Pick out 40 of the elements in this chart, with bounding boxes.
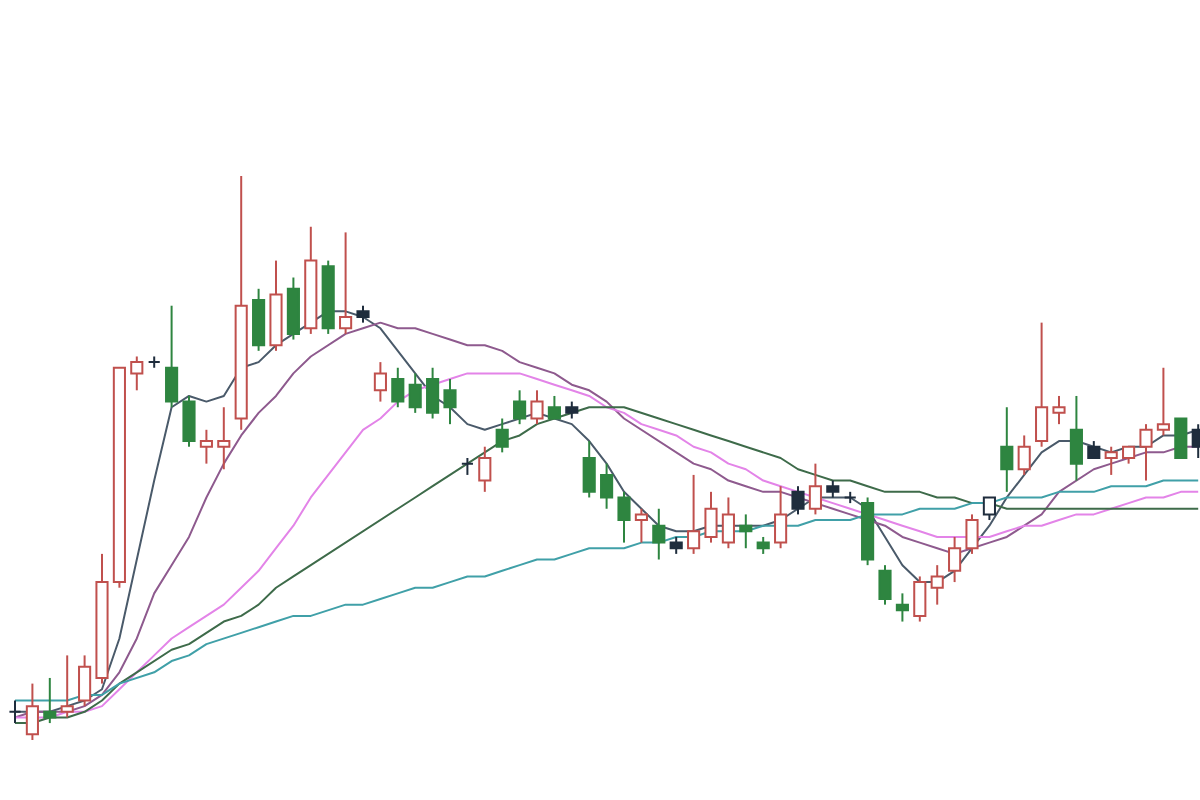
- candlestick: [269, 259, 283, 352]
- candlestick: [704, 490, 718, 544]
- candlestick: [1017, 434, 1031, 476]
- candlestick: [530, 389, 544, 426]
- candlestick: [913, 575, 927, 623]
- candlestick: [95, 552, 109, 685]
- candlestick: [652, 507, 666, 561]
- candlestick: [1139, 423, 1153, 482]
- candlestick: [669, 535, 683, 555]
- candlestick: [25, 682, 39, 741]
- candlestick: [78, 654, 92, 708]
- candlestick: [1000, 406, 1014, 493]
- candlestick: [408, 372, 422, 414]
- candlestick: [304, 225, 318, 335]
- candlestick: [43, 676, 57, 725]
- candlestick: [339, 231, 353, 335]
- candlestick: [460, 456, 474, 476]
- candlestick: [774, 485, 788, 550]
- candlestick: [182, 394, 196, 448]
- candlestick: [965, 513, 979, 555]
- candlestick: [861, 496, 875, 567]
- candlestick: [687, 473, 701, 555]
- candlestick: [808, 462, 822, 516]
- candlestick: [1156, 366, 1170, 437]
- candlestick: [791, 485, 805, 516]
- candlestick: [739, 513, 753, 550]
- candlestick: [1069, 394, 1083, 482]
- candlestick: [878, 564, 892, 606]
- candlestick: [130, 355, 144, 392]
- candlestick: [721, 496, 735, 550]
- candlestick: [582, 440, 596, 499]
- candlestick: [234, 174, 248, 431]
- candlestick: [217, 406, 231, 471]
- candlestick: [513, 389, 527, 426]
- candlestick: [147, 355, 161, 369]
- candlestick: [756, 535, 770, 555]
- candlestick: [165, 304, 179, 409]
- candlestick: [60, 654, 74, 719]
- candlestick: [895, 592, 909, 623]
- candlestick: [1035, 321, 1049, 448]
